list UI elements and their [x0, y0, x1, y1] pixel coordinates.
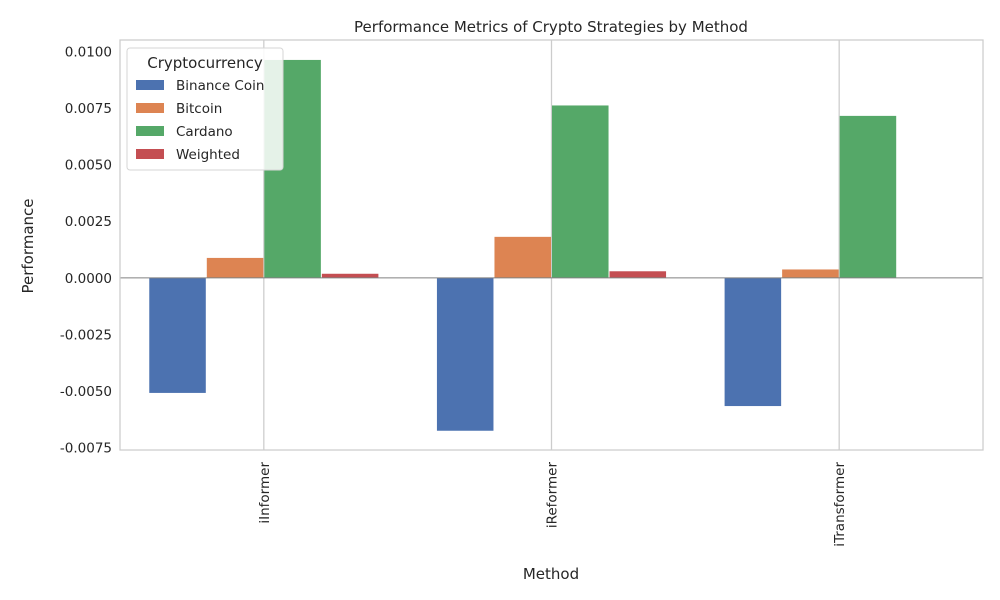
x-tick-label: iTransformer — [832, 462, 848, 547]
y-tick-label: 0.0000 — [65, 271, 112, 287]
legend: Cryptocurrency Binance Coin Bitcoin Cardan… — [126, 47, 284, 171]
y-tick-labels: -0.0075 -0.0050 -0.0025 0.0000 0.0025 0.0050 0… — [60, 44, 112, 456]
y-axis-label: Performance — [19, 198, 37, 293]
legend-box — [126, 47, 284, 171]
legend-label: Binance Coin — [176, 78, 264, 94]
bar-bitcoin-ireformer — [494, 236, 551, 278]
legend-swatch — [136, 80, 164, 90]
chart-title: Performance Metrics of Crypto Strategies… — [354, 18, 748, 36]
x-tick-label: iInformer — [257, 462, 273, 524]
legend-swatch — [136, 103, 164, 113]
y-tick-label: 0.0025 — [65, 214, 112, 230]
y-tick-label: 0.0075 — [65, 101, 112, 117]
y-tick-label: 0.0100 — [65, 44, 112, 60]
bars — [149, 59, 954, 431]
legend-label: Bitcoin — [176, 101, 222, 117]
bar-weighted-iinformer — [321, 273, 379, 278]
bar-binance-coin-iinformer — [149, 277, 206, 393]
y-tick-label: -0.0050 — [60, 384, 112, 400]
bar-bitcoin-iinformer — [206, 257, 264, 278]
legend-swatch — [136, 126, 164, 136]
bar-bitcoin-itransformer — [782, 269, 839, 278]
legend-title: Cryptocurrency — [147, 54, 263, 72]
bar-cardano-itransformer — [839, 115, 897, 278]
bar-weighted-ireformer — [609, 271, 667, 278]
y-tick-label: -0.0025 — [60, 327, 112, 343]
legend-swatch — [136, 149, 164, 159]
bar-binance-coin-ireformer — [436, 277, 494, 431]
legend-items: Binance Coin Bitcoin Cardano Weighted — [136, 78, 264, 163]
bar-binance-coin-itransformer — [724, 277, 782, 407]
y-tick-label: 0.0050 — [65, 158, 112, 174]
legend-label: Weighted — [176, 147, 240, 163]
x-axis-label: Method — [523, 565, 579, 583]
legend-label: Cardano — [176, 124, 233, 140]
x-tick-labels: iInformer iReformer iTransformer — [257, 462, 848, 547]
bar-cardano-ireformer — [552, 105, 609, 278]
plot-frame — [119, 39, 984, 451]
x-tick-label: iReformer — [545, 462, 561, 529]
y-tick-label: -0.0075 — [60, 441, 112, 457]
